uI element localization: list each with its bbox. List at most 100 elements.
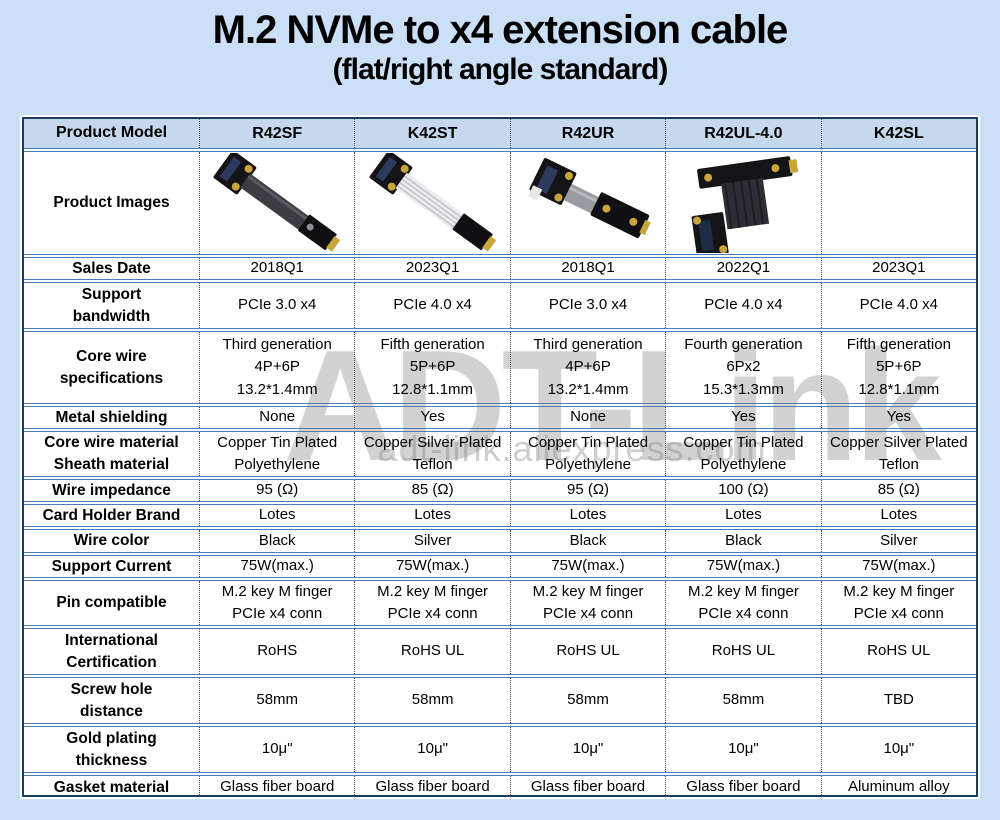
row-label: Card Holder Brand	[24, 505, 199, 526]
cell-text-line: International	[64, 631, 158, 649]
cell-text-line: 75W(max.)	[551, 557, 625, 575]
cell-text-line: R42UL-4.0	[704, 124, 783, 142]
product-image-r42sf-black-ribbon-cable	[202, 152, 352, 253]
row-label: Gold plating thickness	[24, 727, 199, 772]
cell-text-line: Core wire material	[44, 434, 179, 452]
table-cell: 2018Q1	[199, 258, 354, 279]
cell-text-line: Copper Tin Plated	[527, 433, 649, 451]
cell-text-line: TBD	[883, 691, 914, 709]
table-cell: 75W(max.)	[820, 556, 976, 577]
cell-text-line: 75W(max.)	[395, 557, 470, 575]
table-cell: 75W(max.)	[354, 556, 509, 577]
cell-text-line: Sheath material	[53, 456, 170, 473]
cell-text-line: RoHS UL	[867, 642, 931, 660]
cell-text-line: Third generation	[533, 335, 643, 353]
table-cell: RoHS UL	[354, 629, 509, 674]
cell-text-line: Black	[258, 531, 296, 549]
cell-text-line: R42UR	[561, 124, 615, 142]
cell-text-line: Lotes	[725, 506, 762, 524]
header-cell-product-model: Product Model	[24, 119, 199, 148]
product-comparison-table: Product Model R42SF K42ST R42UR R42UL-4.0 K42…	[20, 115, 980, 799]
cell-text-line: 58mm	[722, 691, 765, 709]
table-cell: 10μ"	[509, 727, 665, 772]
row-label: Metal shielding	[24, 407, 199, 428]
cell-text-line: 75W(max.)	[862, 557, 936, 575]
cell-text-line: 10μ"	[261, 740, 293, 758]
cell-text-line: RoHS	[257, 642, 298, 660]
cell-text-line: 5P+6P	[409, 358, 456, 376]
table-cell: None	[199, 407, 354, 428]
cell-text-line: Certification	[66, 653, 157, 671]
cell-text-line: PCIe x4 conn	[232, 605, 323, 622]
cell-text-line: bandwidth	[72, 307, 151, 325]
table-cell: Fourth generation 6Px2 15.3*1.3mm	[665, 332, 820, 403]
cell-text-line: Copper Silver Plated	[363, 433, 502, 451]
cell-text-line: Sales Date	[72, 259, 151, 277]
cell-text-line: 100 (Ω)	[718, 481, 769, 499]
cell-text-line: Gold plating	[66, 729, 157, 747]
table-cell: PCIe 3.0 x4	[509, 283, 665, 328]
table-cell: Lotes	[509, 505, 665, 526]
cell-text-line: Wire color	[73, 532, 150, 550]
row-label: Wire impedance	[24, 480, 199, 501]
table-cell: 10μ"	[354, 727, 509, 772]
table-cell: PCIe 4.0 x4	[354, 283, 509, 328]
row-label: Gasket material	[24, 776, 199, 799]
cell-text-line: specifications	[59, 369, 164, 387]
cell-text-line: PCIe x4 conn	[698, 605, 789, 622]
cell-text-line: R42SF	[252, 124, 303, 142]
product-image-cell	[199, 152, 354, 254]
table-cell: 85 (Ω)	[354, 480, 509, 501]
header-cell-model-k42st: K42ST	[354, 119, 509, 148]
table-cell: PCIe 3.0 x4	[199, 283, 354, 328]
cell-text-line: 12.8*1.1mm	[858, 380, 940, 398]
cell-text-line: PCIe 4.0 x4	[859, 296, 939, 314]
cell-text-line: 2018Q1	[561, 259, 615, 277]
cell-text-line: 4P+6P	[254, 358, 300, 376]
cell-text-line: 95 (Ω)	[566, 481, 610, 499]
table-cell: Fifth generation 5P+6P 12.8*1.1mm	[354, 332, 509, 403]
table-row: Support Current 75W(max.) 75W(max.) 75W(max…	[24, 552, 976, 577]
cell-text-line: Fifth generation	[380, 335, 485, 353]
table-row: Card Holder Brand Lotes Lotes Lotes Lotes Lot…	[24, 501, 976, 526]
cell-text-line: K42SL	[873, 124, 924, 142]
table-cell: Black	[199, 530, 354, 552]
cell-text-line: Silver	[413, 531, 452, 549]
page-subtitle: (flat/right angle standard)	[332, 53, 669, 86]
cell-text-line: None	[570, 408, 606, 426]
cell-text-line: M.2 key M finger	[532, 582, 644, 600]
table-cell: Glass fiber board	[199, 776, 354, 799]
cell-text-line: PCIe x4 conn	[387, 605, 478, 622]
table-cell: Third generation 4P+6P 13.2*1.4mm	[199, 332, 354, 403]
table-cell: Copper Tin Plated Polyethylene	[199, 432, 354, 476]
table-cell: Copper Silver Plated Teflon	[820, 432, 976, 476]
cell-text-line: Lotes	[569, 506, 607, 524]
cell-text-line: Support Current	[51, 557, 172, 575]
table-cell: None	[509, 407, 665, 428]
table-cell: Third generation 4P+6P 13.2*1.4mm	[509, 332, 665, 403]
cell-text-line: Fourth generation	[684, 335, 803, 353]
table-cell: Yes	[354, 407, 509, 428]
cell-text-line: Yes	[420, 408, 445, 426]
table-row: Metal shielding None Yes None Yes Yes	[24, 403, 976, 428]
table-cell: 58mm	[354, 678, 509, 723]
cell-text-line: Lotes	[414, 506, 451, 524]
table-row: Pin compatible M.2 key M finger PCIe x4 co…	[24, 577, 976, 625]
row-label: Core wire material Sheath material	[24, 432, 199, 476]
table-cell: 95 (Ω)	[199, 480, 354, 501]
row-label: Screw hole distance	[24, 678, 199, 723]
table-row: Gold plating thickness 10μ" 10μ" 10μ" 10μ" 10μ…	[24, 723, 976, 772]
page-title: M.2 NVMe to x4 extension cable	[212, 8, 789, 52]
cell-text-line: Third generation	[222, 335, 332, 353]
cell-text-line: Copper Tin Plated	[683, 433, 804, 451]
cell-text-line: 12.8*1.1mm	[392, 380, 474, 398]
table-header-row: Product Model R42SF K42ST R42UR R42UL-4.0 K42…	[24, 119, 976, 148]
cell-text-line: Fifth generation	[846, 335, 951, 353]
cell-text-line: PCIe 3.0 x4	[238, 296, 317, 314]
cell-text-line: 2018Q1	[250, 259, 304, 277]
table-cell: 10μ"	[199, 727, 354, 772]
cell-text-line: PCIe 3.0 x4	[548, 296, 628, 314]
cell-text-line: RoHS UL	[400, 642, 465, 660]
table-cell: Yes	[665, 407, 820, 428]
cell-text-line: 95 (Ω)	[256, 481, 299, 499]
